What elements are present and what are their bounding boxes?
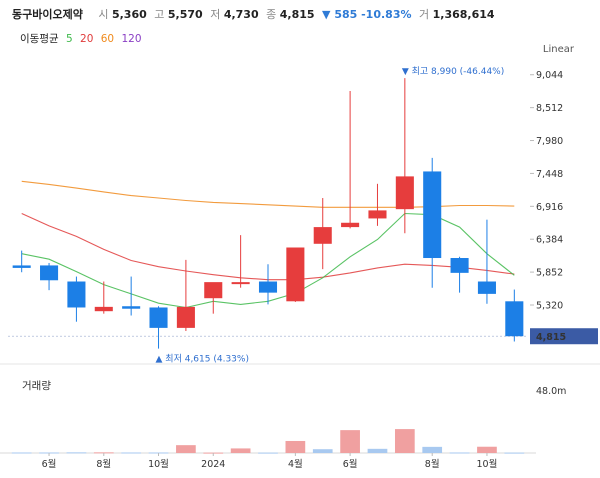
- candle-body: [204, 282, 223, 299]
- candle-body: [450, 258, 469, 273]
- volume-bar: [39, 452, 59, 454]
- high-label: 고: [154, 8, 165, 21]
- candle-body: [12, 265, 31, 268]
- price-tick-label: 5,320: [536, 301, 563, 312]
- candle-body: [176, 306, 195, 328]
- volume-bar: [258, 452, 278, 454]
- low-annotation: ▲ 최저 4,615 (4.33%): [156, 354, 249, 365]
- close-label: 종: [266, 8, 277, 21]
- volume-bar: [340, 430, 360, 453]
- volume-bar: [312, 449, 333, 453]
- price-header: 동구바이오제약 시 5,360 고 5,570 저 4,730 종 4,815 …: [12, 6, 592, 24]
- price-tick-label: 7,448: [536, 169, 563, 180]
- low-label: 저: [210, 8, 221, 21]
- volume-tick-label: 48.0m: [536, 386, 566, 397]
- candle-body: [313, 227, 332, 244]
- candle-body: [231, 282, 250, 285]
- high-value: 5,570: [167, 8, 203, 21]
- price-tick-label: 5,852: [536, 268, 563, 279]
- ma-period-20[interactable]: 20: [80, 33, 94, 45]
- price-tick-label: 7,980: [536, 136, 563, 147]
- volume-pane-title: 거래량: [22, 380, 51, 392]
- volume-bar: [477, 446, 497, 453]
- price-tick-label: 9,044: [536, 70, 563, 81]
- stock-name: 동구바이오제약: [12, 8, 83, 21]
- candle-body: [477, 281, 496, 294]
- x-tick-label: 8월: [425, 458, 440, 470]
- scale-toggle[interactable]: Linear: [542, 44, 574, 55]
- candle-body: [122, 306, 141, 309]
- candle-body: [395, 176, 414, 210]
- volume-bar: [230, 448, 251, 453]
- volume-bar: [285, 440, 306, 453]
- moving-average-legend: 이동평균 5 20 60 120: [20, 31, 146, 46]
- volume-bar: [93, 452, 114, 454]
- open-value: 5,360: [111, 8, 147, 21]
- price-tick-label: 6,384: [536, 235, 563, 246]
- candle-body: [286, 247, 305, 302]
- x-tick-label: 4월: [288, 458, 303, 470]
- candle-body: [423, 171, 442, 259]
- price-tick-label: 6,916: [536, 202, 563, 213]
- x-tick-label: 10월: [148, 458, 169, 470]
- x-tick-label: 6월: [343, 458, 358, 470]
- candle-body: [67, 281, 86, 308]
- change-value: ▼ 585 -10.83%: [322, 8, 412, 21]
- volume-bar: [66, 452, 87, 454]
- ma-period-5[interactable]: 5: [65, 33, 73, 45]
- volume-bar: [504, 452, 525, 454]
- close-value: 4,815: [279, 8, 315, 21]
- x-tick-label: 2024: [201, 459, 225, 470]
- volume-bar: [121, 452, 142, 454]
- candle-body: [341, 222, 360, 228]
- last-price-tag: [530, 328, 598, 345]
- candle-body: [368, 210, 387, 219]
- high-annotation: ▼ 최고 8,990 (-46.44%): [402, 66, 504, 77]
- last-price-label: 4,815: [536, 332, 566, 343]
- candle-body: [40, 265, 59, 281]
- low-value: 4,730: [223, 8, 259, 21]
- volume-bar: [148, 452, 169, 454]
- volume-bar: [176, 445, 196, 453]
- volume-bar: [394, 429, 415, 453]
- volume-bar: [449, 452, 470, 454]
- volume-bar: [11, 452, 32, 454]
- candle-body: [149, 307, 168, 328]
- volume-value: 1,368,614: [432, 8, 495, 21]
- open-label: 시: [98, 8, 109, 21]
- price-tick-label: 8,512: [536, 103, 563, 114]
- x-tick-label: 6월: [42, 458, 57, 470]
- ma-legend-label: 이동평균: [20, 33, 59, 45]
- volume-bar: [367, 448, 388, 453]
- candle-body: [505, 301, 524, 337]
- x-tick-label: 10월: [477, 458, 498, 470]
- volume-label: 거: [419, 8, 430, 21]
- candle-body: [258, 281, 278, 293]
- ma-period-60[interactable]: 60: [100, 33, 115, 45]
- candle-body: [94, 306, 113, 312]
- x-tick-label: 8월: [96, 458, 111, 470]
- volume-bar: [422, 446, 443, 453]
- ma-period-120[interactable]: 120: [121, 33, 142, 45]
